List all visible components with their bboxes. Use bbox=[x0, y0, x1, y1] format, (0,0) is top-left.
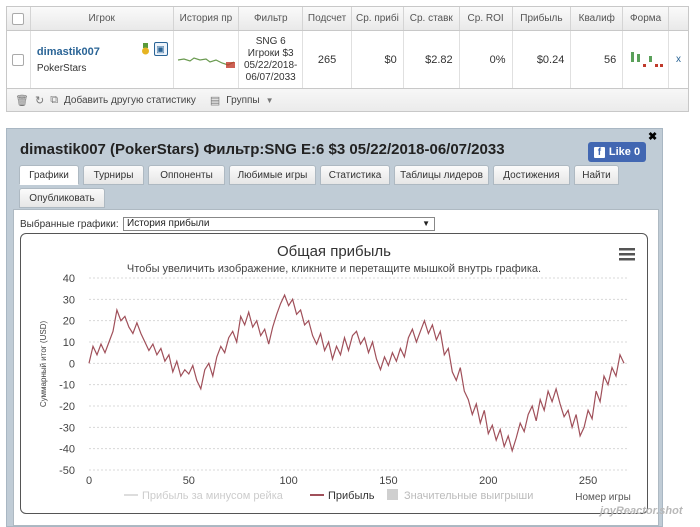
tab-leaderboards[interactable]: Таблицы лидеров bbox=[394, 165, 489, 185]
select-all-checkbox-cell[interactable] bbox=[7, 7, 31, 30]
select-all-checkbox[interactable] bbox=[12, 12, 25, 25]
chart-title: Общая прибыль bbox=[277, 243, 391, 260]
filter-line-2: Игроки $3 bbox=[247, 47, 294, 59]
filter-line-3: 05/22/2018- bbox=[244, 59, 298, 71]
chart-select[interactable]: История прибыли ▼ bbox=[123, 217, 435, 231]
y-tick-label: 0 bbox=[69, 358, 75, 370]
filter-cell: SNG 6 Игроки $3 05/22/2018- 06/07/2033 bbox=[239, 31, 304, 88]
header-count[interactable]: Подсчет bbox=[303, 7, 352, 30]
header-form[interactable]: Форма bbox=[623, 7, 670, 30]
tab-favorite-games[interactable]: Любимые игры bbox=[229, 165, 316, 185]
header-history[interactable]: История пр bbox=[174, 7, 240, 30]
x-tick-label: 0 bbox=[86, 475, 92, 487]
y-tick-label: 10 bbox=[63, 337, 75, 349]
tab-opponents[interactable]: Оппоненты bbox=[148, 165, 225, 185]
form-cell bbox=[623, 31, 670, 88]
tab-achievements[interactable]: Достижения bbox=[493, 165, 570, 185]
y-tick-label: 40 bbox=[63, 273, 75, 285]
open-profile-icon[interactable]: ▣ bbox=[153, 42, 168, 56]
history-sparkline bbox=[177, 56, 235, 68]
facebook-icon: f bbox=[593, 146, 605, 158]
extra-cell[interactable]: x bbox=[676, 54, 682, 65]
avg-stake-cell: $2.82 bbox=[404, 31, 460, 88]
legend-label-big-wins: Значительные выигрыши bbox=[404, 490, 533, 502]
x-axis-label: Номер игры bbox=[575, 492, 631, 503]
chart-subtitle: Чтобы увеличить изображение, кликните и … bbox=[127, 263, 541, 275]
chevron-down-icon: ▼ bbox=[422, 219, 430, 228]
header-avg-roi[interactable]: Ср. ROI bbox=[460, 7, 513, 30]
header-player[interactable]: Игрок bbox=[31, 7, 174, 30]
close-panel-icon[interactable]: ✖ bbox=[648, 131, 658, 143]
y-tick-label: 30 bbox=[63, 294, 75, 306]
facebook-like-button[interactable]: f Like 0 bbox=[588, 142, 646, 162]
menu-icon[interactable] bbox=[619, 248, 635, 261]
row-checkbox[interactable] bbox=[12, 53, 25, 66]
form-bars bbox=[630, 51, 663, 67]
tab-charts[interactable]: Графики bbox=[19, 165, 79, 185]
player-cell: dimastik007 PokerStars ▣ bbox=[31, 31, 174, 88]
count-cell: 265 bbox=[303, 31, 352, 88]
header-profit[interactable]: Прибыль bbox=[513, 7, 572, 30]
profit-series-line[interactable] bbox=[88, 293, 625, 453]
y-tick-label: -30 bbox=[59, 422, 75, 434]
legend-item-profit[interactable]: Прибыль bbox=[310, 490, 375, 502]
profit-chart[interactable]: Общая прибыль Чтобы увеличить изображени… bbox=[20, 233, 648, 514]
header-avg-profit[interactable]: Ср. прибі bbox=[352, 7, 404, 30]
chart-select-label: Выбранные графики: bbox=[20, 219, 119, 230]
row-checkbox-cell[interactable] bbox=[7, 31, 31, 88]
watermark: joyReactor.shot bbox=[600, 505, 683, 517]
y-tick-label: -50 bbox=[59, 465, 75, 477]
player-name-link[interactable]: dimastik007 bbox=[36, 45, 100, 58]
legend-label-profit: Прибыль bbox=[328, 490, 375, 502]
legend: Прибыль за минусом рейка Прибыль Значите… bbox=[124, 489, 533, 502]
filter-line-4: 06/07/2033 bbox=[245, 71, 296, 83]
y-tick-label: -20 bbox=[59, 401, 75, 413]
filter-line-1: SNG 6 bbox=[255, 35, 286, 47]
medal-icon bbox=[141, 43, 149, 55]
like-label: Like 0 bbox=[608, 146, 641, 158]
y-tick-label: 20 bbox=[63, 316, 75, 328]
y-axis-label: Суммарный итог (USD) bbox=[39, 321, 48, 408]
chart-select-value: История прибыли bbox=[127, 218, 210, 229]
header-qualif[interactable]: Квалиф bbox=[571, 7, 624, 30]
chevron-down-icon[interactable]: ▼ bbox=[265, 95, 274, 105]
profit-chart-svg[interactable]: Общая прибыль Чтобы увеличить изображени… bbox=[21, 234, 647, 513]
add-stats-link[interactable]: Добавить другую статистику bbox=[64, 94, 196, 106]
x-tick-label: 50 bbox=[183, 475, 195, 487]
groups-dropdown[interactable]: Группы bbox=[226, 94, 260, 106]
avg-roi-cell: 0% bbox=[460, 31, 513, 88]
qualif-cell: 56 bbox=[571, 31, 624, 88]
header-avg-stake[interactable]: Ср. ставк bbox=[404, 7, 460, 30]
x-tick-label: 150 bbox=[379, 475, 397, 487]
profit-cell: $0.24 bbox=[513, 31, 572, 88]
player-site: PokerStars bbox=[36, 62, 87, 74]
tab-statistics[interactable]: Статистика bbox=[320, 165, 390, 185]
header-filter[interactable]: Фильтр bbox=[239, 7, 304, 30]
player-stats-table: Игрок История пр Фильтр Подсчет Ср. приб… bbox=[6, 6, 689, 112]
panel-title: dimastik007 (PokerStars) Фильтр:SNG E:6 … bbox=[20, 141, 505, 158]
table-row[interactable]: dimastik007 PokerStars ▣ SNG 6 Игроки $3… bbox=[7, 31, 688, 89]
y-tick-label: -10 bbox=[59, 380, 75, 392]
legend-item-big-wins[interactable]: Значительные выигрыши bbox=[387, 489, 533, 502]
legend-item-net-profit[interactable]: Прибыль за минусом рейка bbox=[124, 490, 284, 502]
x-tick-label: 200 bbox=[479, 475, 497, 487]
history-sparkline-cell bbox=[174, 31, 240, 88]
tab-tournaments[interactable]: Турниры bbox=[83, 165, 144, 185]
refresh-icon[interactable]: ↻ bbox=[34, 94, 45, 107]
y-tick-label: -40 bbox=[59, 444, 75, 456]
avg-profit-cell: $0 bbox=[352, 31, 404, 88]
trash-icon[interactable]: 🗑 bbox=[15, 94, 29, 107]
header-extra bbox=[669, 7, 688, 30]
groups-icon: ▤ bbox=[209, 94, 221, 107]
tab-publish[interactable]: Опубликовать bbox=[19, 188, 105, 208]
table-toolbar: 🗑 ↻ ⧉ Добавить другую статистику ▤ Групп… bbox=[7, 89, 688, 111]
table-header: Игрок История пр Фильтр Подсчет Ср. приб… bbox=[7, 7, 688, 31]
x-tick-label: 250 bbox=[579, 475, 597, 487]
add-stats-icon: ⧉ bbox=[50, 93, 59, 106]
x-tick-label: 100 bbox=[279, 475, 297, 487]
tab-find[interactable]: Найти bbox=[574, 165, 619, 185]
legend-label-net: Прибыль за минусом рейка bbox=[142, 490, 284, 502]
